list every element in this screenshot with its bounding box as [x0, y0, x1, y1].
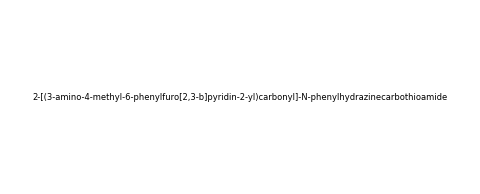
Text: 2-[(3-amino-4-methyl-6-phenylfuro[2,3-b]pyridin-2-yl)carbonyl]-N-phenylhydrazine: 2-[(3-amino-4-methyl-6-phenylfuro[2,3-b]…: [32, 93, 448, 101]
